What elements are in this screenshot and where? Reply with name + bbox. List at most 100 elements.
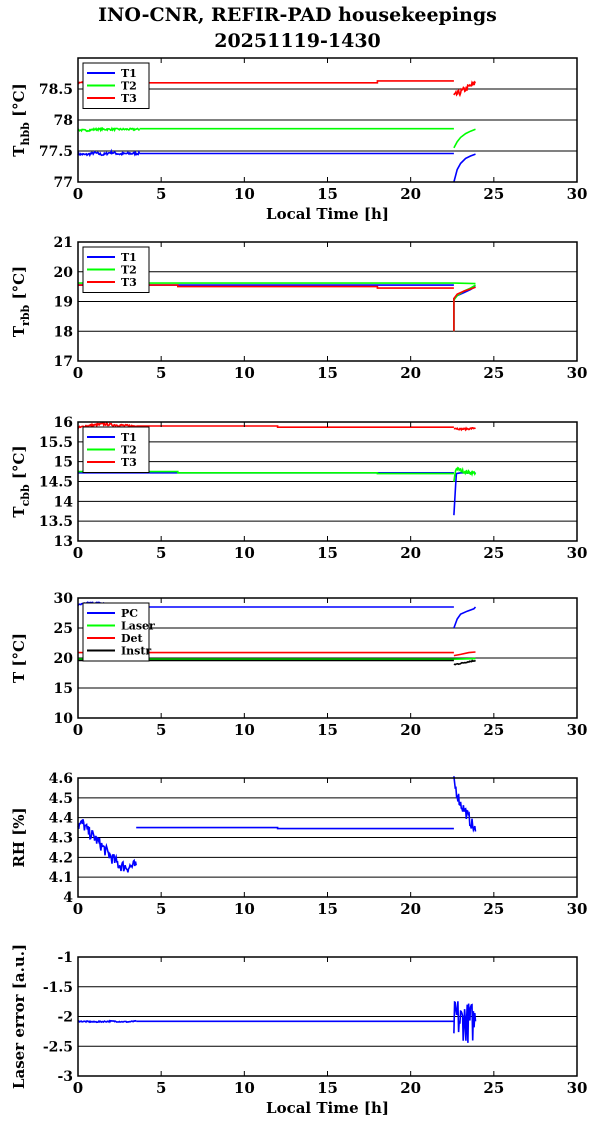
x-tick-label: 15 bbox=[317, 900, 338, 918]
series-line-t1-seg3 bbox=[453, 153, 476, 183]
y-tick-label: 4.5 bbox=[49, 791, 73, 807]
legend-entry: T2 bbox=[121, 444, 137, 457]
x-tick-label: 15 bbox=[317, 364, 338, 382]
series-line-pc-seg3 bbox=[453, 606, 477, 629]
x-tick-label: 10 bbox=[234, 544, 255, 562]
x-tick-label: 0 bbox=[73, 185, 83, 203]
y-tick-label: 20 bbox=[54, 265, 74, 281]
x-tick-label: 20 bbox=[400, 544, 421, 562]
x-tick-label: 5 bbox=[156, 185, 166, 203]
x-tick-label: 20 bbox=[400, 185, 421, 203]
y-tick-label: 10 bbox=[54, 711, 74, 727]
x-tick-label: 30 bbox=[567, 364, 588, 382]
x-tick-label: 30 bbox=[567, 900, 588, 918]
x-tick-label: 5 bbox=[156, 900, 166, 918]
series-line-data-seg3 bbox=[453, 1000, 477, 1043]
legend-entry: T3 bbox=[121, 456, 137, 469]
x-axis-label: Local Time [h] bbox=[266, 205, 389, 223]
x-tick-label: 25 bbox=[483, 364, 504, 382]
chart-panel-4: 0 5 10 15 20 25 30 10 15 20 25 30 T [°C] PCLaserDetIn… bbox=[10, 591, 587, 739]
series-line-t2-seg3 bbox=[453, 128, 476, 149]
series-line-instr-seg2 bbox=[453, 659, 477, 666]
y-axis-label: Laser error [a.u.] bbox=[10, 944, 28, 1089]
series-line-data-seg2 bbox=[136, 826, 454, 830]
series-line-data-seg3 bbox=[453, 776, 477, 833]
x-tick-label: 30 bbox=[567, 1079, 588, 1097]
x-tick-label: 10 bbox=[234, 900, 255, 918]
legend-entry: Instr bbox=[121, 645, 151, 658]
y-axis-label: Trbb [°C] bbox=[10, 266, 32, 337]
series-line-data-seg1 bbox=[77, 819, 137, 873]
series-line-t2-seg1 bbox=[78, 470, 454, 475]
series-line-t3-seg2 bbox=[453, 286, 476, 332]
series-line-t3-seg3 bbox=[453, 426, 476, 432]
legend-entry: Laser bbox=[121, 620, 155, 633]
legend-entry: Det bbox=[121, 632, 144, 645]
y-tick-label: 15.5 bbox=[39, 435, 73, 451]
x-tick-label: 5 bbox=[156, 544, 166, 562]
legend-entry: T2 bbox=[121, 264, 137, 277]
x-tick-label: 15 bbox=[317, 721, 338, 739]
page-title: INO-CNR, REFIR-PAD housekeepings bbox=[98, 4, 497, 26]
y-tick-label: 4.6 bbox=[49, 771, 73, 787]
series-line-t3-seg2 bbox=[136, 425, 454, 429]
y-tick-label: 78 bbox=[54, 113, 73, 129]
page-subtitle: 20251119-1430 bbox=[214, 30, 381, 52]
y-tick-label: -1 bbox=[57, 950, 73, 966]
x-tick-label: 5 bbox=[156, 721, 166, 739]
legend-entry: T3 bbox=[121, 276, 137, 289]
x-tick-label: 25 bbox=[483, 721, 504, 739]
series-line-t1-seg1 bbox=[77, 148, 141, 158]
series-line-t3-seg3 bbox=[453, 80, 477, 98]
x-tick-label: 15 bbox=[317, 544, 338, 562]
chart-panel-1: 0 5 10 15 20 25 30 77 77.5 78 78.5 Local Time [h] Th… bbox=[10, 57, 587, 223]
legend-entry: T1 bbox=[121, 251, 137, 264]
y-tick-label: 14.5 bbox=[39, 475, 73, 491]
legend-entry: T3 bbox=[121, 92, 137, 105]
y-tick-label: 13.5 bbox=[39, 514, 73, 530]
y-tick-label: 20 bbox=[54, 651, 74, 667]
y-tick-label: 78.5 bbox=[39, 82, 73, 98]
y-tick-label: 16 bbox=[54, 415, 73, 431]
y-tick-label: 77.5 bbox=[39, 144, 73, 160]
y-tick-label: -3 bbox=[57, 1069, 73, 1085]
x-tick-label: 30 bbox=[567, 721, 588, 739]
series-line-laser-seg1 bbox=[78, 657, 476, 661]
y-tick-label: 4.1 bbox=[49, 870, 73, 886]
chart-panel-6: 0 5 10 15 20 25 30 -3 -2.5 -2 -1.5 -1 Local Time [h]… bbox=[10, 944, 587, 1117]
y-tick-label: 19 bbox=[54, 295, 73, 311]
x-tick-label: 25 bbox=[483, 544, 504, 562]
x-tick-label: 10 bbox=[234, 364, 255, 382]
y-tick-label: 21 bbox=[54, 235, 73, 251]
y-axis-label: Thbb [°C] bbox=[10, 83, 32, 156]
x-tick-label: 10 bbox=[234, 1079, 255, 1097]
y-tick-label: -1.5 bbox=[43, 980, 73, 996]
x-tick-label: 30 bbox=[567, 544, 588, 562]
x-tick-label: 20 bbox=[400, 1079, 421, 1097]
x-tick-label: 10 bbox=[234, 721, 255, 739]
x-tick-label: 10 bbox=[234, 185, 255, 203]
legend-entry: T1 bbox=[121, 431, 137, 444]
y-axis-label: Tcbb [°C] bbox=[10, 445, 32, 517]
y-tick-label: 4 bbox=[63, 890, 73, 906]
chart-panel-5: 0 5 10 15 20 25 30 4 4.1 4.2 4.3 4.4 4.5 4.6 RH [%] bbox=[10, 771, 587, 918]
y-tick-label: 30 bbox=[54, 591, 74, 607]
x-tick-label: 5 bbox=[156, 1079, 166, 1097]
x-tick-label: 15 bbox=[317, 185, 338, 203]
y-tick-label: 14 bbox=[54, 494, 74, 510]
series-line-t3-seg2 bbox=[139, 80, 454, 84]
x-tick-label: 25 bbox=[483, 185, 504, 203]
x-tick-label: 25 bbox=[483, 1079, 504, 1097]
chart-panel-3: 0 5 10 15 20 25 30 13 13.5 14 14.5 15 15.5 16 Tcbb [°C… bbox=[10, 415, 587, 562]
y-tick-label: 13 bbox=[54, 534, 73, 550]
y-tick-label: 18 bbox=[54, 324, 73, 340]
y-tick-label: 15 bbox=[54, 455, 73, 471]
y-tick-label: 4.4 bbox=[49, 811, 74, 827]
y-tick-label: 77 bbox=[54, 175, 73, 191]
